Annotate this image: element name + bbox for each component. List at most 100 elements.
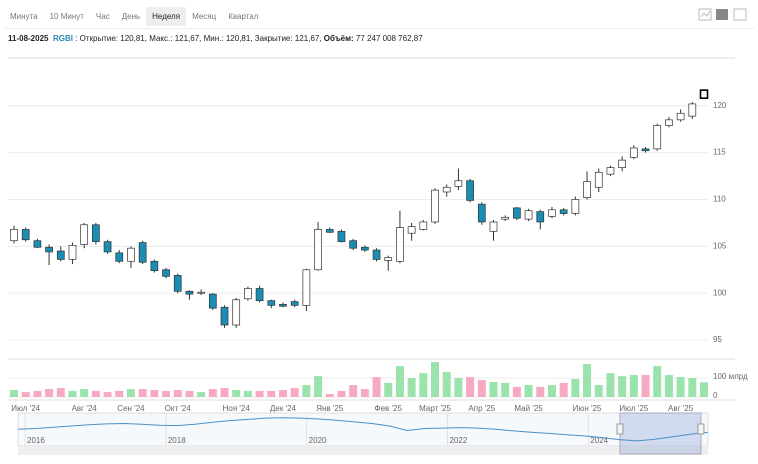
volume-bar: [395, 366, 404, 397]
volume-bar: [466, 377, 475, 397]
info-value: 120,81: [225, 34, 251, 43]
candle-body: [699, 89, 709, 99]
candle-body: [349, 240, 358, 249]
candle-body: [92, 224, 100, 242]
volume-bar: [664, 374, 673, 397]
candle-body: [466, 180, 474, 201]
candle-body: [68, 245, 77, 260]
volume-bar: [314, 376, 323, 397]
scrollbar[interactable]: [18, 446, 708, 455]
candle-body: [641, 148, 650, 152]
volume-bar: [583, 363, 592, 397]
volume-bar: [325, 393, 334, 397]
info-label: Объём:: [323, 34, 354, 43]
navigator-selection: [619, 412, 702, 455]
candle-body: [419, 221, 428, 230]
line-icon[interactable]: [698, 8, 712, 21]
volume-bar: [33, 390, 42, 397]
period-tabs: Минута 10 Минут Час День Неделя Месяц Квартал: [4, 4, 754, 29]
x-tick-label: 2018: [168, 436, 186, 445]
volume-bar: [80, 389, 89, 397]
period-tab[interactable]: День: [121, 11, 141, 21]
volume-bar: [442, 371, 451, 397]
volume-bar: [524, 385, 533, 397]
candle-body: [208, 293, 217, 309]
volume-bar: [255, 390, 264, 397]
candle-body: [33, 240, 42, 248]
x-tick-label: 2016: [27, 436, 45, 445]
volume-bar: [349, 385, 358, 397]
y-tick-label: 100: [713, 288, 727, 297]
volume-bar: [56, 388, 65, 397]
volume-bar: [290, 388, 299, 397]
info-value: 121,67: [174, 34, 200, 43]
volume-bar: [489, 382, 498, 397]
volume-bar: [641, 374, 650, 397]
candle-body: [80, 224, 89, 245]
y-tick-label: 100 млрд: [713, 372, 748, 381]
navigator[interactable]: [17, 412, 709, 447]
volume-bar: [337, 390, 346, 397]
period-tab[interactable]: Квартал: [228, 11, 259, 21]
x-tick-label: Апр '25: [468, 404, 495, 413]
volume-bar: [68, 390, 77, 397]
volume-bar: [45, 389, 54, 397]
candle-body: [103, 241, 112, 253]
candle-body: [477, 203, 486, 223]
period-tab[interactable]: Неделя: [146, 6, 187, 26]
volume-bar: [384, 382, 393, 397]
candle-body: [407, 226, 416, 234]
volume-bar: [138, 389, 147, 397]
navigator-handle[interactable]: [616, 423, 624, 435]
volume-bar: [267, 390, 276, 397]
candle-body: [524, 210, 533, 220]
volume-bar: [243, 390, 252, 397]
info-value: 120,81: [120, 34, 145, 43]
volume-bar: [419, 373, 428, 397]
x-tick-label: 2022: [449, 436, 467, 445]
candle-body: [396, 227, 404, 262]
x-tick-label: Июл '25: [619, 404, 648, 413]
volume-bar: [278, 389, 287, 397]
period-tab[interactable]: Минута: [10, 11, 38, 21]
candle-body: [618, 159, 626, 168]
candle-body: [665, 119, 673, 126]
info-separator: ,: [144, 34, 147, 43]
candle-icon[interactable]: [716, 9, 728, 20]
x-tick-label: 2024: [590, 436, 608, 445]
candle-body: [594, 171, 603, 188]
info-label: Макс.:: [149, 34, 173, 43]
volume-bar: [103, 392, 112, 397]
candle-body: [21, 229, 30, 241]
volume-bar: [431, 362, 440, 397]
period-tab[interactable]: Час: [95, 11, 110, 21]
volume-bar: [594, 385, 603, 397]
x-tick-label: Июл '24: [11, 404, 40, 413]
volume-bar: [208, 389, 217, 397]
x-tick-label: Май '25: [514, 404, 543, 413]
navigator-handle[interactable]: [697, 423, 705, 435]
candle-body: [653, 125, 662, 150]
candle-body: [559, 209, 568, 214]
volume-bar: [150, 389, 159, 397]
candle-body: [384, 257, 393, 261]
info-ticker: RGBI: [52, 34, 73, 43]
volume-bar: [407, 378, 416, 397]
candle-body: [676, 112, 685, 121]
period-tab[interactable]: 10 Минут: [49, 11, 84, 21]
candle-body: [489, 221, 498, 232]
volume-bar: [477, 380, 486, 397]
period-tab[interactable]: Месяц: [192, 11, 217, 21]
toolbar-icons[interactable]: [698, 8, 747, 21]
info-label: Мин.:: [203, 34, 224, 43]
navigator-line: [17, 417, 709, 442]
candle-body: [629, 147, 638, 158]
line-icon-glyph: [700, 10, 711, 18]
volume-bar: [91, 390, 100, 397]
candle-body: [244, 288, 252, 300]
bar-icon[interactable]: [733, 8, 747, 21]
candle-body: [431, 189, 439, 223]
volume-bar: [618, 376, 627, 397]
info-date: 11-08-2025: [8, 34, 49, 43]
